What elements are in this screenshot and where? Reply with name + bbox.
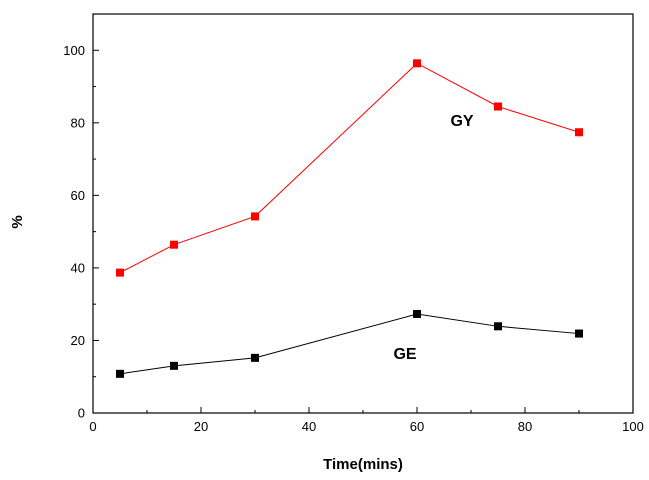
series-label: GE bbox=[393, 346, 416, 363]
y-axis: 0 20 40 60 80 100 bbox=[63, 13, 99, 421]
data-point bbox=[170, 361, 178, 370]
data-point bbox=[251, 212, 259, 221]
series-line bbox=[119, 62, 580, 274]
series-gy: GY bbox=[116, 59, 583, 277]
y-tick-label: 60 bbox=[71, 188, 85, 203]
x-axis-title: Time(mins) bbox=[323, 456, 403, 473]
y-tick-label: 100 bbox=[63, 43, 85, 58]
x-tick-label: 20 bbox=[194, 419, 208, 434]
data-point bbox=[116, 369, 124, 378]
series-ge: GE bbox=[116, 309, 583, 378]
series-label: GY bbox=[450, 113, 473, 130]
series-line bbox=[119, 313, 580, 375]
y-tick-label: 80 bbox=[71, 115, 85, 130]
x-tick-label: 40 bbox=[302, 419, 316, 434]
data-point bbox=[116, 268, 124, 277]
data-point bbox=[494, 322, 502, 331]
data-point bbox=[413, 309, 421, 318]
x-tick-label: 0 bbox=[89, 419, 96, 434]
y-tick-label: 0 bbox=[78, 406, 85, 421]
y-tick-label: 20 bbox=[71, 333, 85, 348]
data-point bbox=[413, 59, 421, 68]
data-point bbox=[575, 128, 583, 137]
y-tick-label: 40 bbox=[71, 260, 85, 275]
data-point bbox=[494, 102, 502, 111]
x-tick-label: 100 bbox=[622, 419, 644, 434]
data-point bbox=[251, 353, 259, 362]
data-point bbox=[170, 240, 178, 249]
y-axis-title: % bbox=[9, 215, 26, 228]
plot-frame bbox=[92, 13, 634, 414]
x-tick-label: 60 bbox=[410, 419, 424, 434]
x-axis: 0 20 40 60 80 100 bbox=[89, 407, 644, 434]
x-tick-label: 80 bbox=[518, 419, 532, 434]
series-layer: GY GE bbox=[116, 59, 583, 378]
data-point bbox=[575, 329, 583, 338]
